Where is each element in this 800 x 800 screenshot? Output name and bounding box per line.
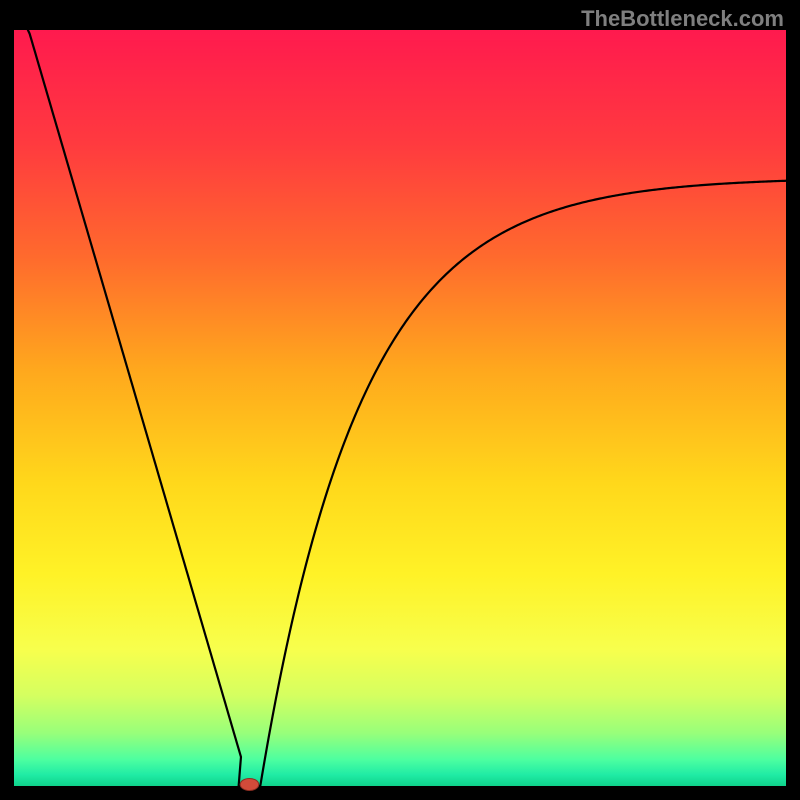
chart-stage: TheBottleneck.com (0, 0, 800, 800)
chart-svg (0, 0, 800, 800)
plot-background (14, 30, 786, 786)
watermark-text: TheBottleneck.com (581, 6, 784, 32)
bottleneck-marker (240, 778, 259, 790)
